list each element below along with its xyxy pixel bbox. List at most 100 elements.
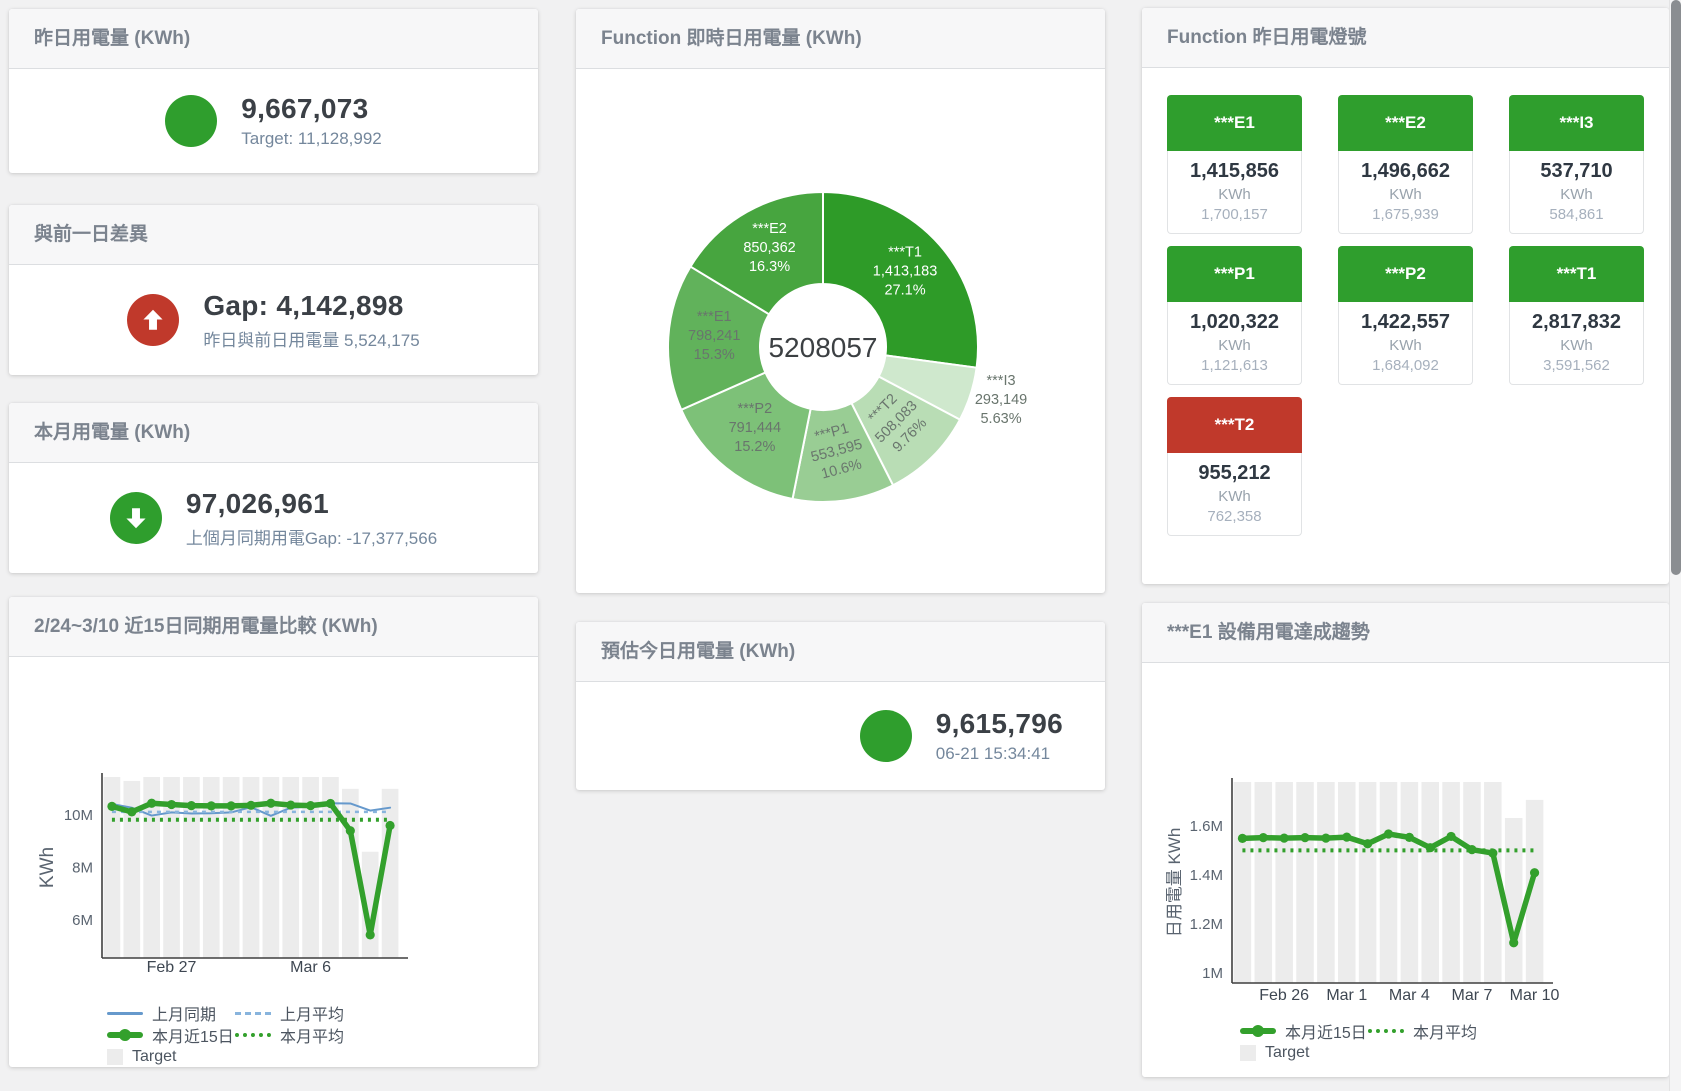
legend-item-上月同期[interactable]: 上月同期 xyxy=(107,1001,235,1025)
light-tile-t1: ***T1 2,817,832 KWh 3,591,562 xyxy=(1509,246,1644,385)
tile-target: 1,675,939 xyxy=(1372,206,1439,223)
y-tick-label: 1.2M xyxy=(1190,916,1223,933)
scrollbar-track[interactable] xyxy=(1669,0,1681,1091)
target-bar xyxy=(1484,782,1502,983)
light-tile-e2: ***E2 1,496,662 KWh 1,675,939 xyxy=(1338,95,1473,234)
legend-marker-icon xyxy=(235,1011,271,1015)
tile-value: 2,817,832 xyxy=(1532,311,1621,333)
legend-label: 本月近15日 xyxy=(152,1029,234,1046)
panel-lights: Function 昨日用電燈號 ***E1 1,415,856 KWh 1,700,1… xyxy=(1142,8,1669,584)
series-point xyxy=(385,820,395,831)
tile-name: ***E1 xyxy=(1167,95,1302,151)
panel-estimate-today: 預估今日用電量 (KWh) 9,615,796 06-21 15:34:41 xyxy=(576,622,1105,790)
donut-slice-p2[interactable] xyxy=(679,371,812,501)
y-tick-label: 1.4M xyxy=(1190,867,1223,884)
light-tile-p2: ***P2 1,422,557 KWh 1,684,092 xyxy=(1338,246,1473,385)
series-point xyxy=(1237,833,1248,843)
series-point xyxy=(1529,868,1540,878)
legend-item-本月近15日[interactable]: 本月近15日 xyxy=(1240,1019,1368,1043)
chart-legend: 本月近15日 本月平均 Target xyxy=(1240,1020,1669,1064)
tile-name: ***P1 xyxy=(1167,246,1302,302)
tile-value: 1,020,322 xyxy=(1190,311,1279,333)
stat-value: 9,667,073 xyxy=(241,93,369,124)
y-axis-label: 日用電量 KWh xyxy=(1165,828,1184,938)
light-tile-e1: ***E1 1,415,856 KWh 1,700,157 xyxy=(1167,95,1302,234)
tile-unit: KWh xyxy=(1218,488,1251,505)
panel-header: 與前一日差異 xyxy=(9,205,538,265)
panel-header: Function 昨日用電燈號 xyxy=(1142,8,1669,68)
donut-slice-e1[interactable] xyxy=(667,265,771,412)
stat-block: 9,667,073 Target: 11,128,992 xyxy=(241,93,382,149)
legend-item-target[interactable]: Target xyxy=(1240,1044,1368,1062)
series-point xyxy=(1342,832,1352,842)
y-tick-label: 1M xyxy=(1202,965,1223,982)
legend-label: Target xyxy=(1265,1044,1310,1061)
target-bar xyxy=(322,777,339,958)
donut-label-p1: ***P1553,59510.6% xyxy=(804,418,869,484)
legend-item-上月平均[interactable]: 上月平均 xyxy=(235,1001,344,1025)
legend-label: Target xyxy=(132,1048,177,1065)
x-tick-label: Mar 6 xyxy=(290,959,331,976)
series-point xyxy=(1258,833,1268,843)
y-tick-label: 10M xyxy=(64,807,93,824)
donut-slice-e2[interactable] xyxy=(689,190,824,316)
tile-name: ***I3 xyxy=(1509,95,1644,151)
chart-legend: 上月同期 上月平均 本月近15日 本月平均 Target xyxy=(107,1002,538,1068)
series-point xyxy=(206,801,216,811)
panel-title: 預估今日用電量 (KWh) xyxy=(601,641,796,662)
light-tile-t2: ***T2 955,212 KWh 762,358 xyxy=(1167,397,1302,536)
x-tick-label: Feb 26 xyxy=(1259,987,1309,1004)
legend-item-target[interactable]: Target xyxy=(107,1048,235,1066)
series-point xyxy=(1300,833,1310,843)
legend-label: 本月平均 xyxy=(1413,1025,1478,1042)
target-bar xyxy=(163,777,180,958)
tile-name: ***T1 xyxy=(1509,246,1644,302)
donut-slice-t1[interactable] xyxy=(822,190,979,369)
series-point xyxy=(266,798,276,808)
stat-subtext: 06-21 15:34:41 xyxy=(935,744,1051,763)
tile-unit: KWh xyxy=(1389,186,1422,203)
up-arrow-glyph xyxy=(143,309,163,330)
tile-value: 537,710 xyxy=(1540,160,1613,182)
series-point xyxy=(286,800,296,810)
y-tick-label: 1.6M xyxy=(1190,818,1223,835)
tile-unit: KWh xyxy=(1560,337,1593,354)
tile-target: 1,684,092 xyxy=(1372,357,1439,374)
green-circle-icon xyxy=(859,710,912,762)
series-point xyxy=(1509,938,1519,948)
series-point xyxy=(1404,832,1414,842)
stat-value: Gap: 4,142,898 xyxy=(203,289,404,321)
lights-grid: ***E1 1,415,856 KWh 1,700,157 ***E2 1,496,662… xyxy=(1142,68,1669,536)
light-tile-p1: ***P1 1,020,322 KWh 1,121,613 xyxy=(1167,246,1302,385)
tile-value: 1,496,662 xyxy=(1361,160,1450,182)
realtime-donut-chart: ***T1 1,413,183 27.1%***I3 293,149 5.63%***T… xyxy=(667,190,1027,503)
legend-marker-icon xyxy=(107,1029,143,1041)
panel-header: 本月用電量 (KWh) xyxy=(9,403,538,463)
legend-item-本月近15日[interactable]: 本月近15日 xyxy=(107,1023,235,1047)
series-point xyxy=(306,800,316,811)
legend-row: Target xyxy=(107,1046,538,1068)
target-bar xyxy=(1254,782,1273,983)
tile-target: 584,861 xyxy=(1549,206,1604,223)
tile-unit: KWh xyxy=(1389,337,1422,354)
target-bar xyxy=(202,777,220,958)
legend-item-本月平均[interactable]: 本月平均 xyxy=(1368,1019,1477,1043)
target-bar xyxy=(123,780,141,958)
tile-unit: KWh xyxy=(1218,337,1251,354)
panel-header: 昨日用電量 (KWh) xyxy=(9,9,538,69)
tile-body: 1,496,662 KWh 1,675,939 xyxy=(1338,151,1473,234)
panel-header: Function 即時日用電量 (KWh) xyxy=(576,9,1105,69)
tile-unit: KWh xyxy=(1218,186,1251,203)
legend-row: 本月近15日 本月平均 xyxy=(1240,1020,1669,1042)
target-bar xyxy=(302,777,319,958)
tile-target: 1,700,157 xyxy=(1201,206,1268,223)
x-tick-label: Feb 27 xyxy=(147,959,197,976)
target-bar xyxy=(103,777,121,958)
legend-item-本月平均[interactable]: 本月平均 xyxy=(235,1023,344,1047)
stat-block: 9,615,796 06-21 15:34:41 xyxy=(936,708,1063,764)
stat-value: 9,615,796 xyxy=(935,708,1063,739)
panel-title: 2/24~3/10 近15日同期用電量比較 (KWh) xyxy=(34,616,378,637)
scrollbar-thumb[interactable] xyxy=(1671,0,1681,575)
y-tick-label: 8M xyxy=(72,860,93,877)
stat-value: 97,026,961 xyxy=(185,487,329,519)
